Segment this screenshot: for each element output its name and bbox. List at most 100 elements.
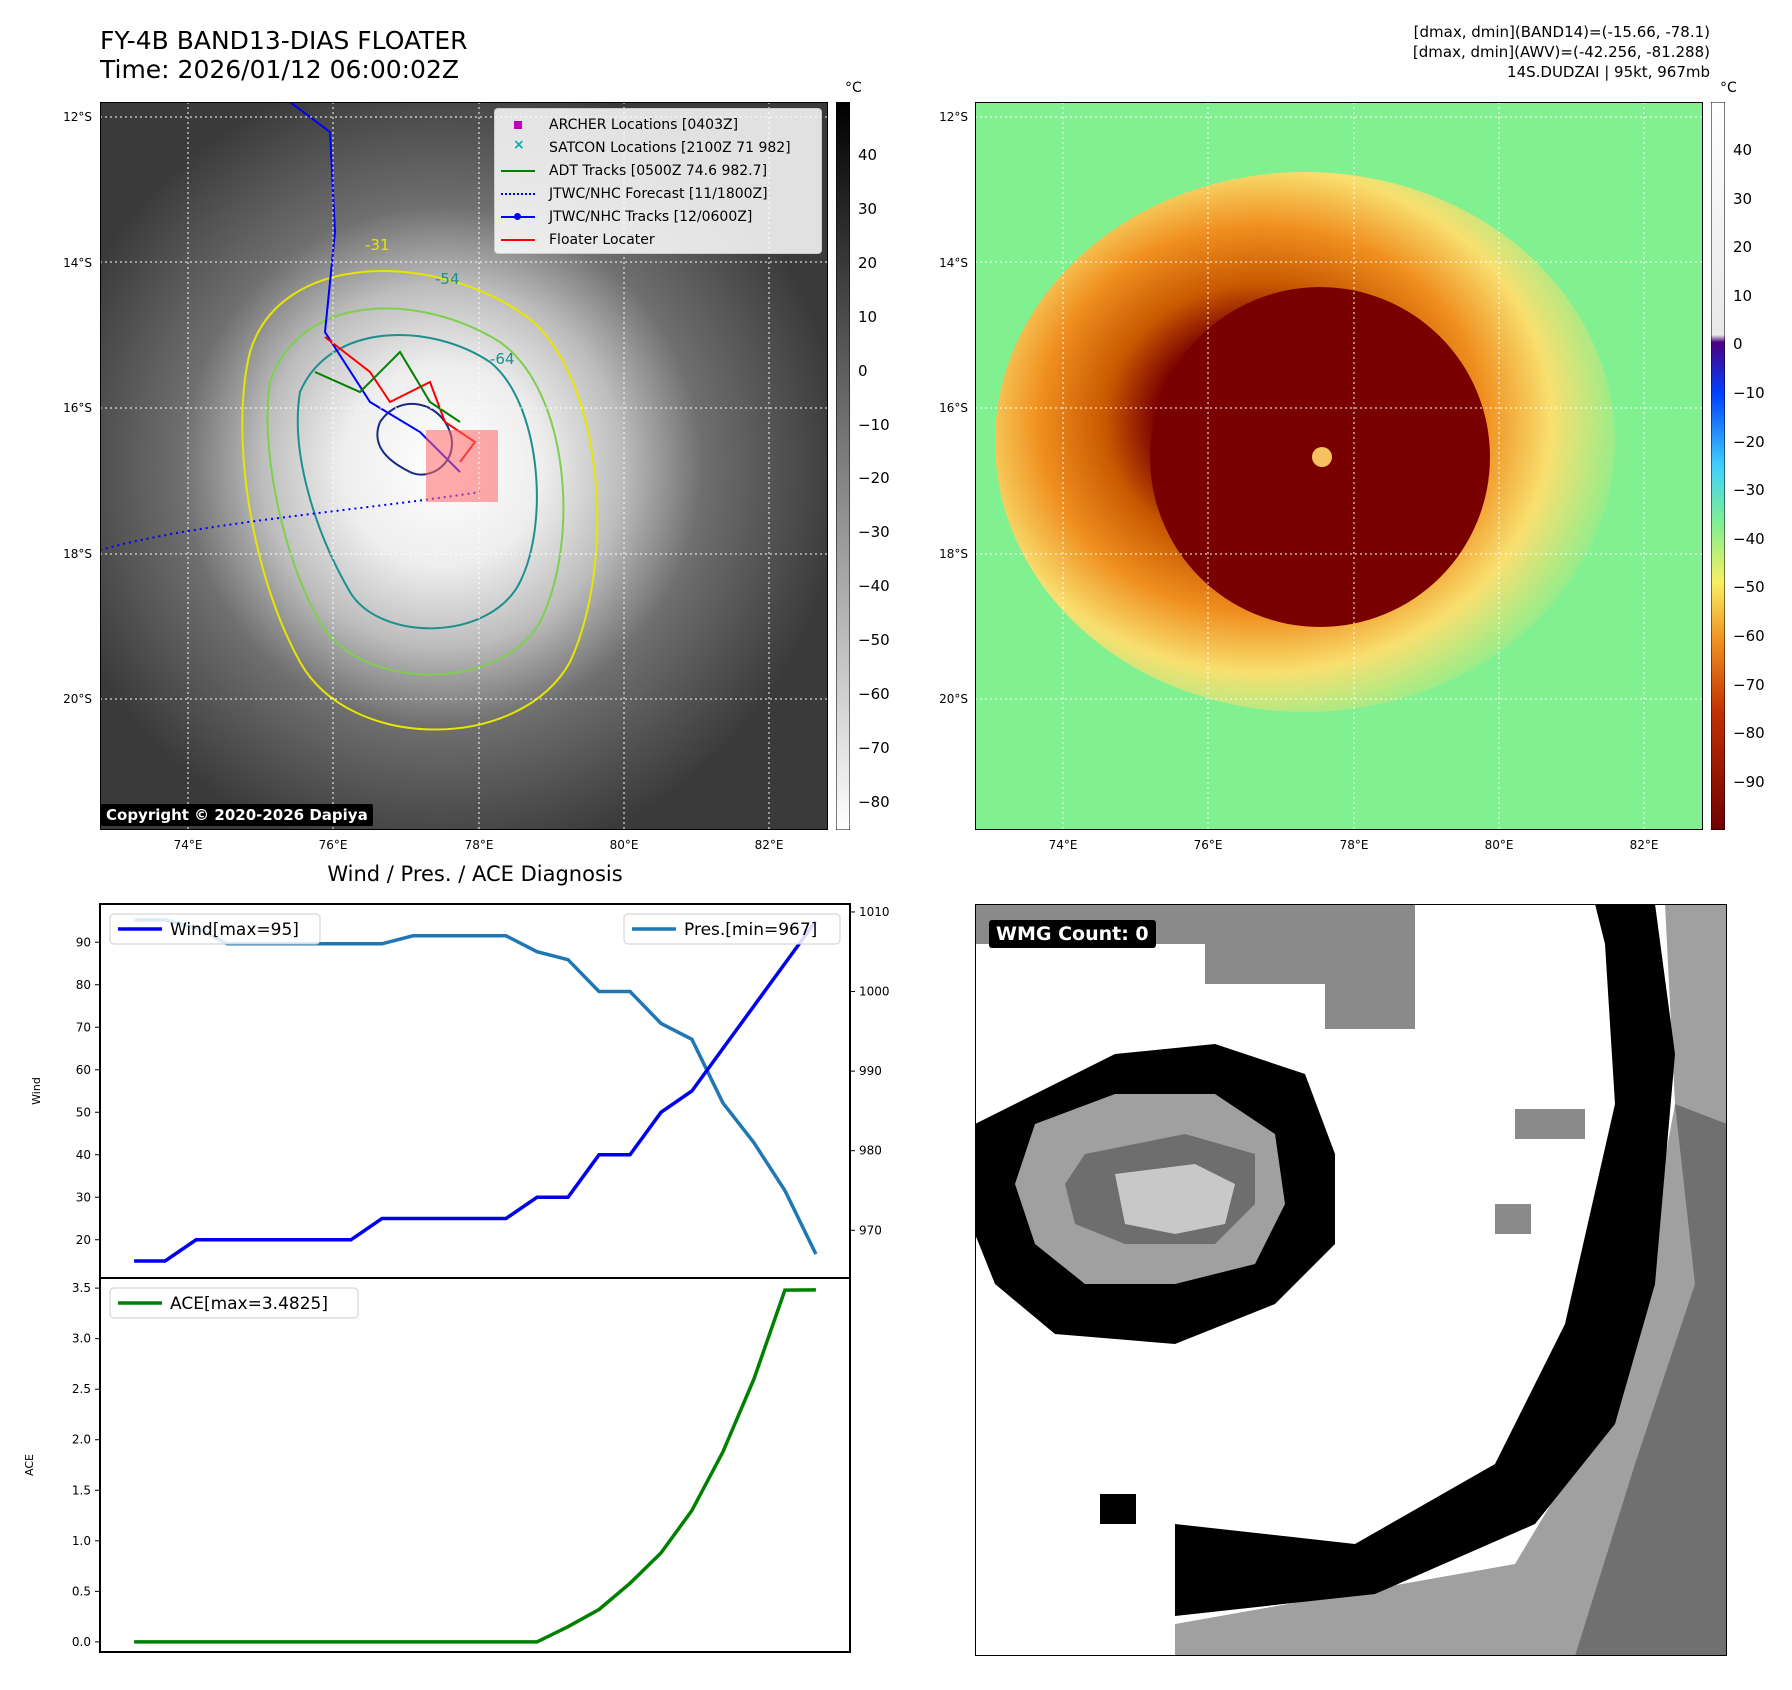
- awv-lon-tick-74e: 74°E: [1048, 838, 1078, 852]
- ace-ytick-label: 0.0: [72, 1635, 91, 1649]
- legend-label: ARCHER Locations [0403Z]: [549, 117, 739, 133]
- pressure-ytick-label: 1000: [859, 985, 890, 999]
- ace-ytick-label: 1.5: [72, 1483, 91, 1497]
- lat-tick-16s: 16°S: [63, 401, 92, 415]
- pressure-ytick-label: 990: [859, 1064, 882, 1078]
- ace-legend-label: ACE[max=3.4825]: [170, 1294, 328, 1314]
- awv-lat-tick-14s: 14°S: [939, 256, 968, 270]
- legend-label: ADT Tracks [0500Z 74.6 982.7]: [549, 163, 768, 179]
- pressure-ytick-label: 1010: [859, 905, 890, 919]
- wind-ytick-label: 70: [76, 1020, 91, 1034]
- colorbar-right-tick: 30: [1733, 189, 1753, 208]
- awv-lat-tick-12s: 12°S: [939, 110, 968, 124]
- colorbar-right-unit: °C: [1720, 80, 1737, 96]
- colorbar-right-tick: −70: [1733, 675, 1765, 694]
- lat-tick-14s: 14°S: [63, 256, 92, 270]
- ace-line: [134, 1288, 816, 1644]
- colorbar-left-tick: −20: [858, 469, 890, 488]
- eye-warm-spot: [1312, 447, 1332, 467]
- info-band14: [dmax, dmin](BAND14)=(-15.66, -78.1): [1413, 23, 1710, 41]
- lon-tick-76e: 76°E: [318, 838, 348, 852]
- lat-tick-20s: 20°S: [63, 692, 92, 706]
- legend-entry: JTWC/NHC Tracks [12/0600Z]: [501, 207, 752, 227]
- colorbar-left-tick: −80: [858, 792, 890, 811]
- colorbar-right: [1711, 102, 1725, 830]
- legend-swatch: [501, 234, 535, 246]
- awv-satellite-map: [975, 102, 1703, 830]
- colorbar-right-tick: −10: [1733, 384, 1765, 402]
- info-awv: [dmax, dmin](AWV)=(-42.256, -81.288): [1412, 43, 1710, 61]
- wmg-count-badge: WMG Count: 0: [989, 920, 1156, 948]
- wind-ytick-label: 80: [76, 978, 91, 992]
- awv-lon-tick-78e: 78°E: [1339, 838, 1369, 852]
- awv-lat-tick-16s: 16°S: [939, 401, 968, 415]
- legend-entry: ADT Tracks [0500Z 74.6 982.7]: [501, 161, 767, 181]
- ace-ytick-label: 3.0: [72, 1332, 91, 1346]
- legend-label: Floater Locater: [549, 232, 655, 248]
- ace-ytick-label: 2.0: [72, 1433, 91, 1447]
- ace-ytick-label: 2.5: [72, 1382, 91, 1396]
- contour-label-31: -31: [365, 236, 390, 254]
- legend-entry: ARCHER Locations [0403Z]: [501, 115, 738, 135]
- pressure-ytick-label: 970: [859, 1223, 882, 1237]
- colorbar-left-tick: −30: [858, 523, 890, 542]
- colorbar-right-tick: −60: [1733, 627, 1765, 645]
- ace-axis-label: ACE: [23, 1454, 36, 1476]
- colorbar-left-tick: −70: [858, 738, 890, 757]
- wind-axis-label: Wind: [30, 1077, 43, 1105]
- wind-ytick-label: 30: [76, 1190, 91, 1204]
- wind-ytick-label: 20: [76, 1233, 91, 1247]
- colorbar-left-tick: 0: [858, 361, 868, 380]
- wind-pres-axes: [99, 903, 851, 1279]
- legend-swatch: [501, 211, 535, 223]
- colorbar-left-tick: 20: [858, 253, 878, 272]
- legend-swatch: ×: [513, 137, 525, 153]
- awv-lat-tick-18s: 18°S: [939, 547, 968, 561]
- legend-entry: Floater Locater: [501, 230, 655, 250]
- colorbar-left-tick: −50: [858, 631, 890, 650]
- diagnosis-title: Wind / Pres. / ACE Diagnosis: [327, 862, 623, 886]
- colorbar-right-tick: −50: [1733, 578, 1765, 597]
- colorbar-left-tick: 10: [858, 307, 878, 326]
- colorbar-right-tick: −30: [1733, 481, 1765, 500]
- colorbar-left-tick: −10: [858, 415, 890, 434]
- legend-swatch: [501, 188, 535, 200]
- awv-lon-tick-82e: 82°E: [1629, 838, 1659, 852]
- wind-ytick-label: 50: [76, 1105, 91, 1119]
- pressure-ytick-label: 980: [859, 1144, 882, 1158]
- title-product: FY-4B BAND13-DIAS FLOATER: [100, 26, 468, 55]
- diagnosis-chart: 20 30 40 50 60 70 80 90 970 980 990 1000 1010 0.0 0.5 1…: [23, 903, 890, 1653]
- contour-label-54: -54: [435, 270, 460, 288]
- wind-ytick-label: 90: [76, 935, 91, 949]
- legend-swatch: [501, 119, 535, 131]
- colorbar-right-tick: −90: [1733, 772, 1765, 791]
- wind-ytick-label: 60: [76, 1063, 91, 1077]
- wind-ytick-label: 40: [76, 1148, 91, 1162]
- awv-lon-tick-80e: 80°E: [1484, 838, 1514, 852]
- lon-tick-82e: 82°E: [754, 838, 784, 852]
- ace-axes: [99, 1277, 851, 1653]
- ace-legend-box: [109, 1287, 359, 1319]
- ace-ytick-label: 3.5: [72, 1281, 91, 1295]
- figure-title: FY-4B BAND13-DIAS FLOATER Time: 2026/01/…: [100, 26, 468, 84]
- wmg-grid-image: [975, 904, 1727, 1656]
- lon-tick-74e: 74°E: [173, 838, 203, 852]
- awv-lat-tick-20s: 20°S: [939, 692, 968, 706]
- legend-label: SATCON Locations [2100Z 71 982]: [549, 140, 791, 156]
- colorbar-right-tick: −20: [1733, 432, 1765, 451]
- colorbar-right-tick: −40: [1733, 529, 1765, 548]
- lon-tick-80e: 80°E: [609, 838, 639, 852]
- colorbar-right-tick: −80: [1733, 724, 1765, 743]
- title-time: Time: 2026/01/12 06:00:02Z: [100, 55, 459, 84]
- figure-info: [dmax, dmin](BAND14)=(-15.66, -78.1) [dm…: [1413, 22, 1710, 82]
- pressure-legend-label: Pres.[min=967]: [684, 920, 817, 940]
- colorbar-left-unit: °C: [845, 80, 862, 96]
- legend-entry: JTWC/NHC Forecast [11/1800Z]: [501, 184, 768, 204]
- legend-label: JTWC/NHC Tracks [12/0600Z]: [549, 209, 753, 225]
- contour-label-64: -64: [490, 350, 515, 368]
- floater-locater-box: [426, 430, 498, 502]
- wind-legend-box: [109, 913, 321, 945]
- legend-entry: × SATCON Locations [2100Z 71 982]: [501, 137, 791, 158]
- colorbar-left-tick: 40: [858, 146, 878, 164]
- colorbar-right-tick: 10: [1733, 286, 1753, 305]
